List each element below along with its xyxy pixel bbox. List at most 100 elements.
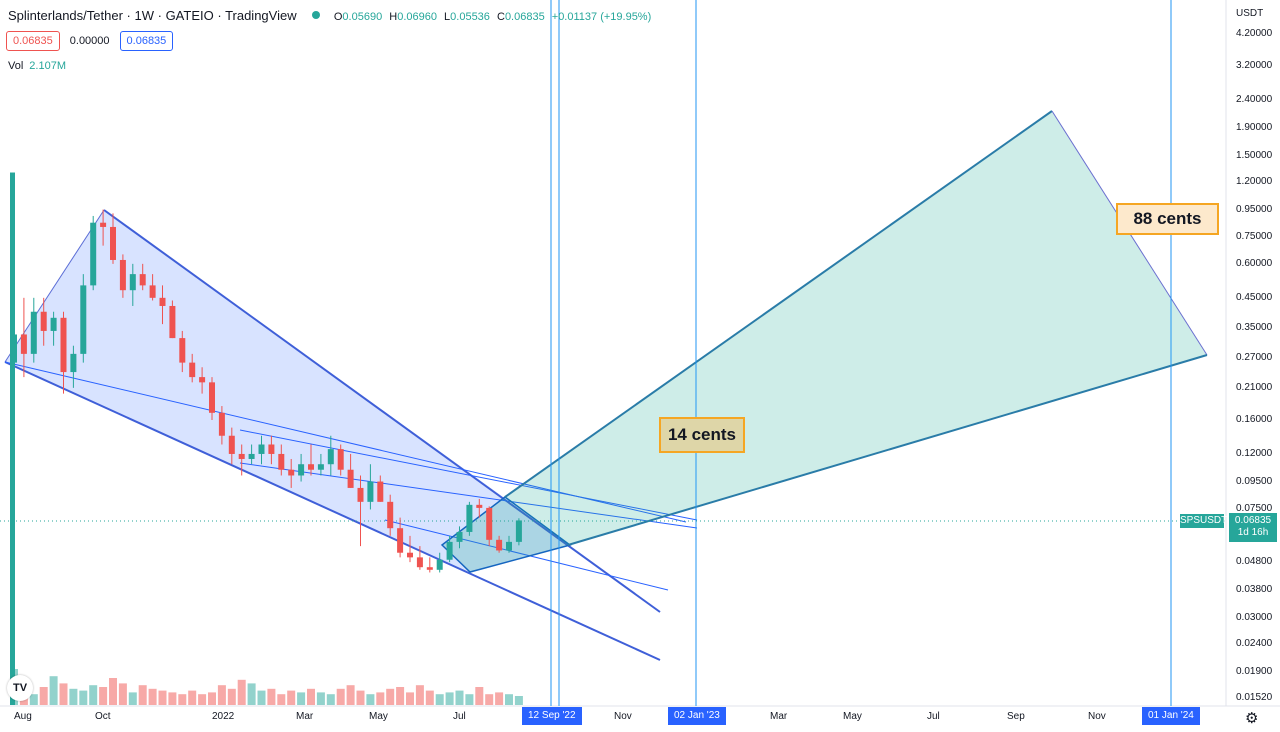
candle-body[interactable] <box>476 504 483 508</box>
bar-countdown: 1d 16h <box>1237 527 1269 538</box>
candle-body[interactable] <box>60 317 67 373</box>
volume-bar <box>267 688 276 705</box>
candle-body[interactable] <box>149 285 156 298</box>
projection-lower-line[interactable] <box>567 354 1208 546</box>
volume-bar <box>69 688 78 705</box>
volume-bar <box>237 679 246 705</box>
low-value: 0.05536 <box>450 11 490 23</box>
candle-body[interactable] <box>228 435 235 454</box>
market-status-icon[interactable] <box>312 11 321 19</box>
candle-body[interactable] <box>189 362 196 378</box>
settings-gear-icon[interactable]: ⚙ <box>1245 710 1259 727</box>
price-tick-label: 0.35000 <box>1236 321 1273 333</box>
target-low-note[interactable]: 14 cents <box>659 417 745 453</box>
candle-body[interactable] <box>308 464 314 470</box>
projection-fill <box>505 111 1207 545</box>
candles-layer <box>10 172 522 706</box>
candle-body[interactable] <box>268 444 275 454</box>
candle-body[interactable] <box>209 382 215 413</box>
target-high-note[interactable]: 88 cents <box>1116 203 1219 235</box>
volume-bar <box>287 690 296 705</box>
candle-body[interactable] <box>70 353 77 373</box>
candle-body[interactable] <box>456 531 463 542</box>
candle-body[interactable] <box>446 541 453 560</box>
candle-body[interactable] <box>506 541 512 551</box>
time-tick-label: 2022 <box>212 711 235 722</box>
candle-body[interactable] <box>129 274 136 291</box>
candle-body[interactable] <box>199 377 206 383</box>
candle-body[interactable] <box>416 557 423 568</box>
candle-body[interactable] <box>100 222 107 227</box>
volume-bar <box>445 692 454 705</box>
projection-upper-line[interactable] <box>504 110 1053 498</box>
candle-body[interactable] <box>179 338 186 363</box>
interval-label[interactable]: 1W <box>134 8 154 23</box>
time-tick-label: May <box>843 711 862 722</box>
volume-bar <box>435 694 444 705</box>
tradingview-logo-icon[interactable]: TV <box>7 675 33 701</box>
candle-body[interactable] <box>40 311 47 331</box>
candle-body[interactable] <box>486 507 493 540</box>
candle-body[interactable] <box>139 274 146 286</box>
candle-body[interactable] <box>466 504 473 532</box>
candle-body[interactable] <box>238 453 245 459</box>
price-tick-label: 0.27000 <box>1236 352 1273 364</box>
candle-body[interactable] <box>288 469 295 476</box>
candle-body[interactable] <box>169 305 176 339</box>
candle-body[interactable] <box>407 552 413 558</box>
currency-label[interactable]: USDT <box>1236 8 1264 19</box>
candle-body[interactable] <box>110 226 116 260</box>
price-pills: 0.06835 0.00000 0.06835 <box>6 31 174 51</box>
candle-body[interactable] <box>337 449 344 470</box>
volume-bar <box>307 688 315 705</box>
bid-price-pill[interactable]: 0.06835 <box>6 31 60 51</box>
candle-body[interactable] <box>159 297 166 306</box>
candle-body[interactable] <box>387 501 394 529</box>
volume-bar <box>297 692 306 705</box>
candle-body[interactable] <box>119 259 126 291</box>
trend-line-2[interactable] <box>239 462 698 529</box>
candle-body[interactable] <box>218 412 225 436</box>
candle-body[interactable] <box>80 285 87 354</box>
candle-body[interactable] <box>50 317 57 331</box>
candle-body[interactable] <box>357 487 364 502</box>
volume-bar <box>168 692 177 705</box>
volume-bar <box>277 694 286 705</box>
candle-body[interactable] <box>436 559 443 570</box>
volume-bar <box>514 696 523 705</box>
candle-body[interactable] <box>90 222 97 286</box>
candle-body[interactable] <box>496 539 503 551</box>
price-tick-label: 0.12000 <box>1236 447 1273 459</box>
exchange-label: GATEIO <box>165 8 214 23</box>
candle-body[interactable] <box>367 481 374 502</box>
time-tick-label: Aug <box>14 711 32 722</box>
volume-bar <box>257 690 266 705</box>
candle-body[interactable] <box>20 334 27 354</box>
trend-line-3[interactable] <box>384 519 669 591</box>
candle-body[interactable] <box>30 311 37 354</box>
candle-body[interactable] <box>298 464 305 476</box>
source-label: TradingView <box>225 8 297 23</box>
trend-line-4[interactable] <box>239 429 698 521</box>
listing-spike-candle <box>10 172 15 706</box>
candle-body[interactable] <box>377 481 384 502</box>
ask-price-pill[interactable]: 0.06835 <box>119 31 174 51</box>
volume-bar <box>406 692 414 705</box>
volume-bar <box>386 688 395 705</box>
candle-body[interactable] <box>347 469 354 488</box>
candle-body[interactable] <box>397 528 404 553</box>
volume-bar <box>326 694 335 705</box>
candle-body[interactable] <box>515 520 522 542</box>
candle-body[interactable] <box>278 453 285 470</box>
price-tick-label: 0.04800 <box>1236 556 1273 568</box>
symbol-title[interactable]: Splinterlands/Tether <box>8 8 123 23</box>
candle-body[interactable] <box>317 464 324 470</box>
candle-body[interactable] <box>327 449 334 465</box>
candle-body[interactable] <box>258 444 265 454</box>
time-tick-label: Nov <box>614 711 632 722</box>
candle-body[interactable] <box>426 567 433 570</box>
price-tick-label: 0.01900 <box>1236 665 1273 677</box>
candle-body[interactable] <box>248 453 255 459</box>
time-tick-label: Jul <box>927 711 940 722</box>
